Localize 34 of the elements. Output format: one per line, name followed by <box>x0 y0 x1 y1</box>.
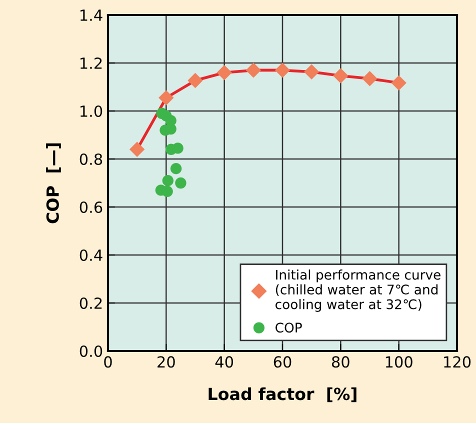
x-tick-label: 100 <box>386 356 412 368</box>
x-tick-label: 80 <box>332 356 350 368</box>
y-tick-label: 1.0 <box>80 105 102 118</box>
point <box>333 68 348 84</box>
y-tick-label: 0.8 <box>80 153 102 166</box>
y-tick-label: 0.2 <box>80 297 102 310</box>
point <box>129 142 145 158</box>
x-tick-label: 120 <box>444 356 471 368</box>
x-tick-label: 60 <box>274 356 292 368</box>
point <box>216 64 232 80</box>
point <box>162 186 173 197</box>
legend-label: COP <box>276 322 302 333</box>
legend-label: Initial performance curve (chilled water at 7℃ and cooling water at 32℃) <box>276 270 440 312</box>
point <box>304 64 320 80</box>
y-tick-label: 0.0 <box>80 345 102 358</box>
y-tick-label: 1.2 <box>80 57 102 69</box>
point <box>170 163 182 174</box>
point <box>246 62 262 78</box>
y-tick-label: 0.6 <box>80 201 102 214</box>
point <box>274 62 290 78</box>
x-tick-label: 0 <box>104 356 112 368</box>
point <box>158 90 174 106</box>
x-axis-title: Load factor [%] <box>208 387 356 402</box>
point <box>188 72 203 88</box>
point <box>162 175 174 186</box>
point <box>175 177 186 189</box>
y-tick-label: 0.4 <box>80 249 102 262</box>
point <box>391 75 406 91</box>
y-tick-label: 1.4 <box>80 10 102 21</box>
point <box>172 142 184 154</box>
point <box>362 70 378 86</box>
y-axis-title: COP [—] <box>46 143 61 224</box>
x-tick-label: 40 <box>215 356 234 368</box>
x-tick-label: 20 <box>158 356 175 368</box>
